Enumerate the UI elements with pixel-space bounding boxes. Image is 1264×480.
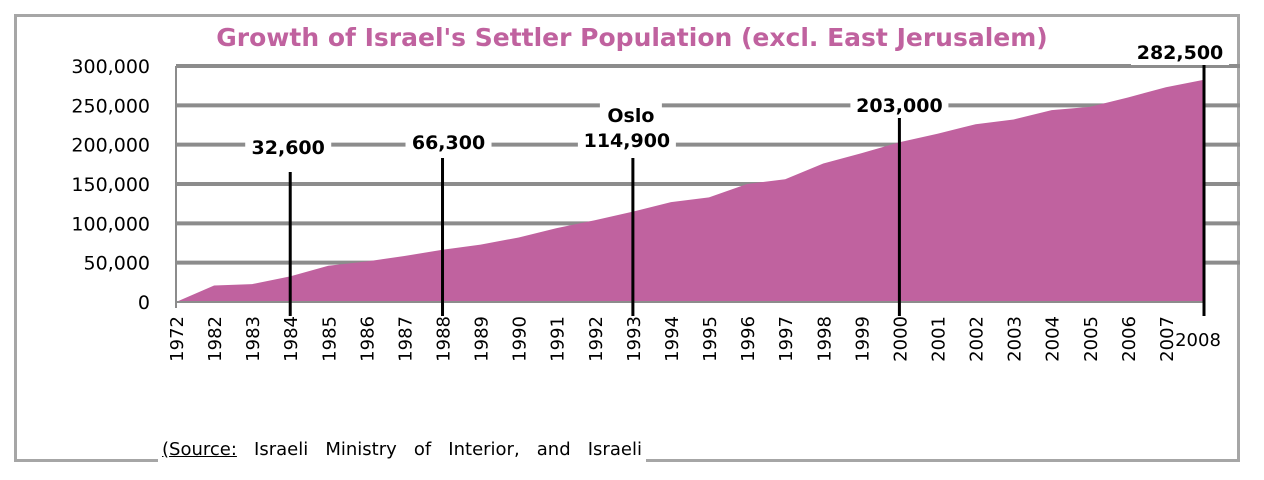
annotation-label-bg xyxy=(850,92,949,118)
x-tick-label: 2004 xyxy=(1043,316,1064,362)
x-tick-label: 2000 xyxy=(890,316,911,362)
x-tick-label: 2001 xyxy=(928,316,949,362)
y-tick-label: 300,000 xyxy=(71,56,150,78)
chart-title: Growth of Israel's Settler Population (e… xyxy=(216,23,1047,52)
annotation-label: 32,600 xyxy=(252,137,325,159)
x-tick-label: 1995 xyxy=(700,316,721,362)
x-tick-label: 1988 xyxy=(434,316,455,362)
source-word: Israeli xyxy=(587,438,642,460)
x-tick-label: 1985 xyxy=(319,316,340,362)
source-word: Ministry xyxy=(325,438,397,460)
y-tick-label: 250,000 xyxy=(71,95,150,117)
annotation-label-bg xyxy=(405,129,492,155)
area-series xyxy=(176,79,1204,302)
x-tick-label: 1991 xyxy=(548,316,569,362)
annotation-label-bg xyxy=(245,134,332,160)
x-tick-label: 2006 xyxy=(1119,316,1140,362)
x-tick-label: 1999 xyxy=(852,316,873,362)
x-tick-label: 2005 xyxy=(1081,316,1102,362)
annotation-note: Oslo xyxy=(607,105,654,127)
annotation-label-bg xyxy=(1131,39,1229,65)
y-tick-label: 150,000 xyxy=(71,174,150,196)
y-tick-label: 200,000 xyxy=(71,135,150,157)
annotation-label: 203,000 xyxy=(856,95,943,117)
x-tick-label: 1994 xyxy=(662,316,683,362)
source-word: Interior, xyxy=(448,438,520,460)
annotation-note-bg xyxy=(599,102,662,126)
x-tick-label: 1992 xyxy=(586,316,607,362)
y-tick-label: 0 xyxy=(138,292,150,314)
y-tick-label: 100,000 xyxy=(71,213,150,235)
x-tick-label: 2008 xyxy=(1175,330,1221,351)
x-tick-label: 1996 xyxy=(738,316,759,362)
x-tick-label: 1990 xyxy=(510,316,531,362)
annotation-label: 114,900 xyxy=(584,130,671,152)
x-tick-label: 2007 xyxy=(1157,316,1178,362)
annotation-label: 66,300 xyxy=(412,132,485,154)
x-tick-label: 1986 xyxy=(357,316,378,362)
annotation-label-bg xyxy=(577,127,676,153)
x-tick-label: 1993 xyxy=(624,316,645,362)
x-tick-label: 1982 xyxy=(205,316,226,362)
x-tick-label: 2002 xyxy=(967,316,988,362)
y-tick-label: 50,000 xyxy=(84,253,150,275)
source-word: of xyxy=(413,438,432,460)
x-tick-label: 1983 xyxy=(243,316,264,362)
x-tick-label: 1989 xyxy=(472,316,493,362)
source-word: and xyxy=(536,438,571,460)
x-tick-label: 1972 xyxy=(167,316,188,362)
x-tick-label: 1998 xyxy=(814,316,835,362)
annotation-label: 282,500 xyxy=(1137,42,1224,64)
source-word: Israeli xyxy=(254,438,309,460)
source-note: (Source: Israeli Ministry of Interior, a… xyxy=(158,434,646,464)
x-tick-label: 1984 xyxy=(281,316,302,362)
x-tick-label: 1987 xyxy=(395,316,416,362)
source-label: (Source: xyxy=(162,438,237,460)
x-tick-label: 1997 xyxy=(776,316,797,362)
x-tick-label: 2003 xyxy=(1005,316,1026,362)
